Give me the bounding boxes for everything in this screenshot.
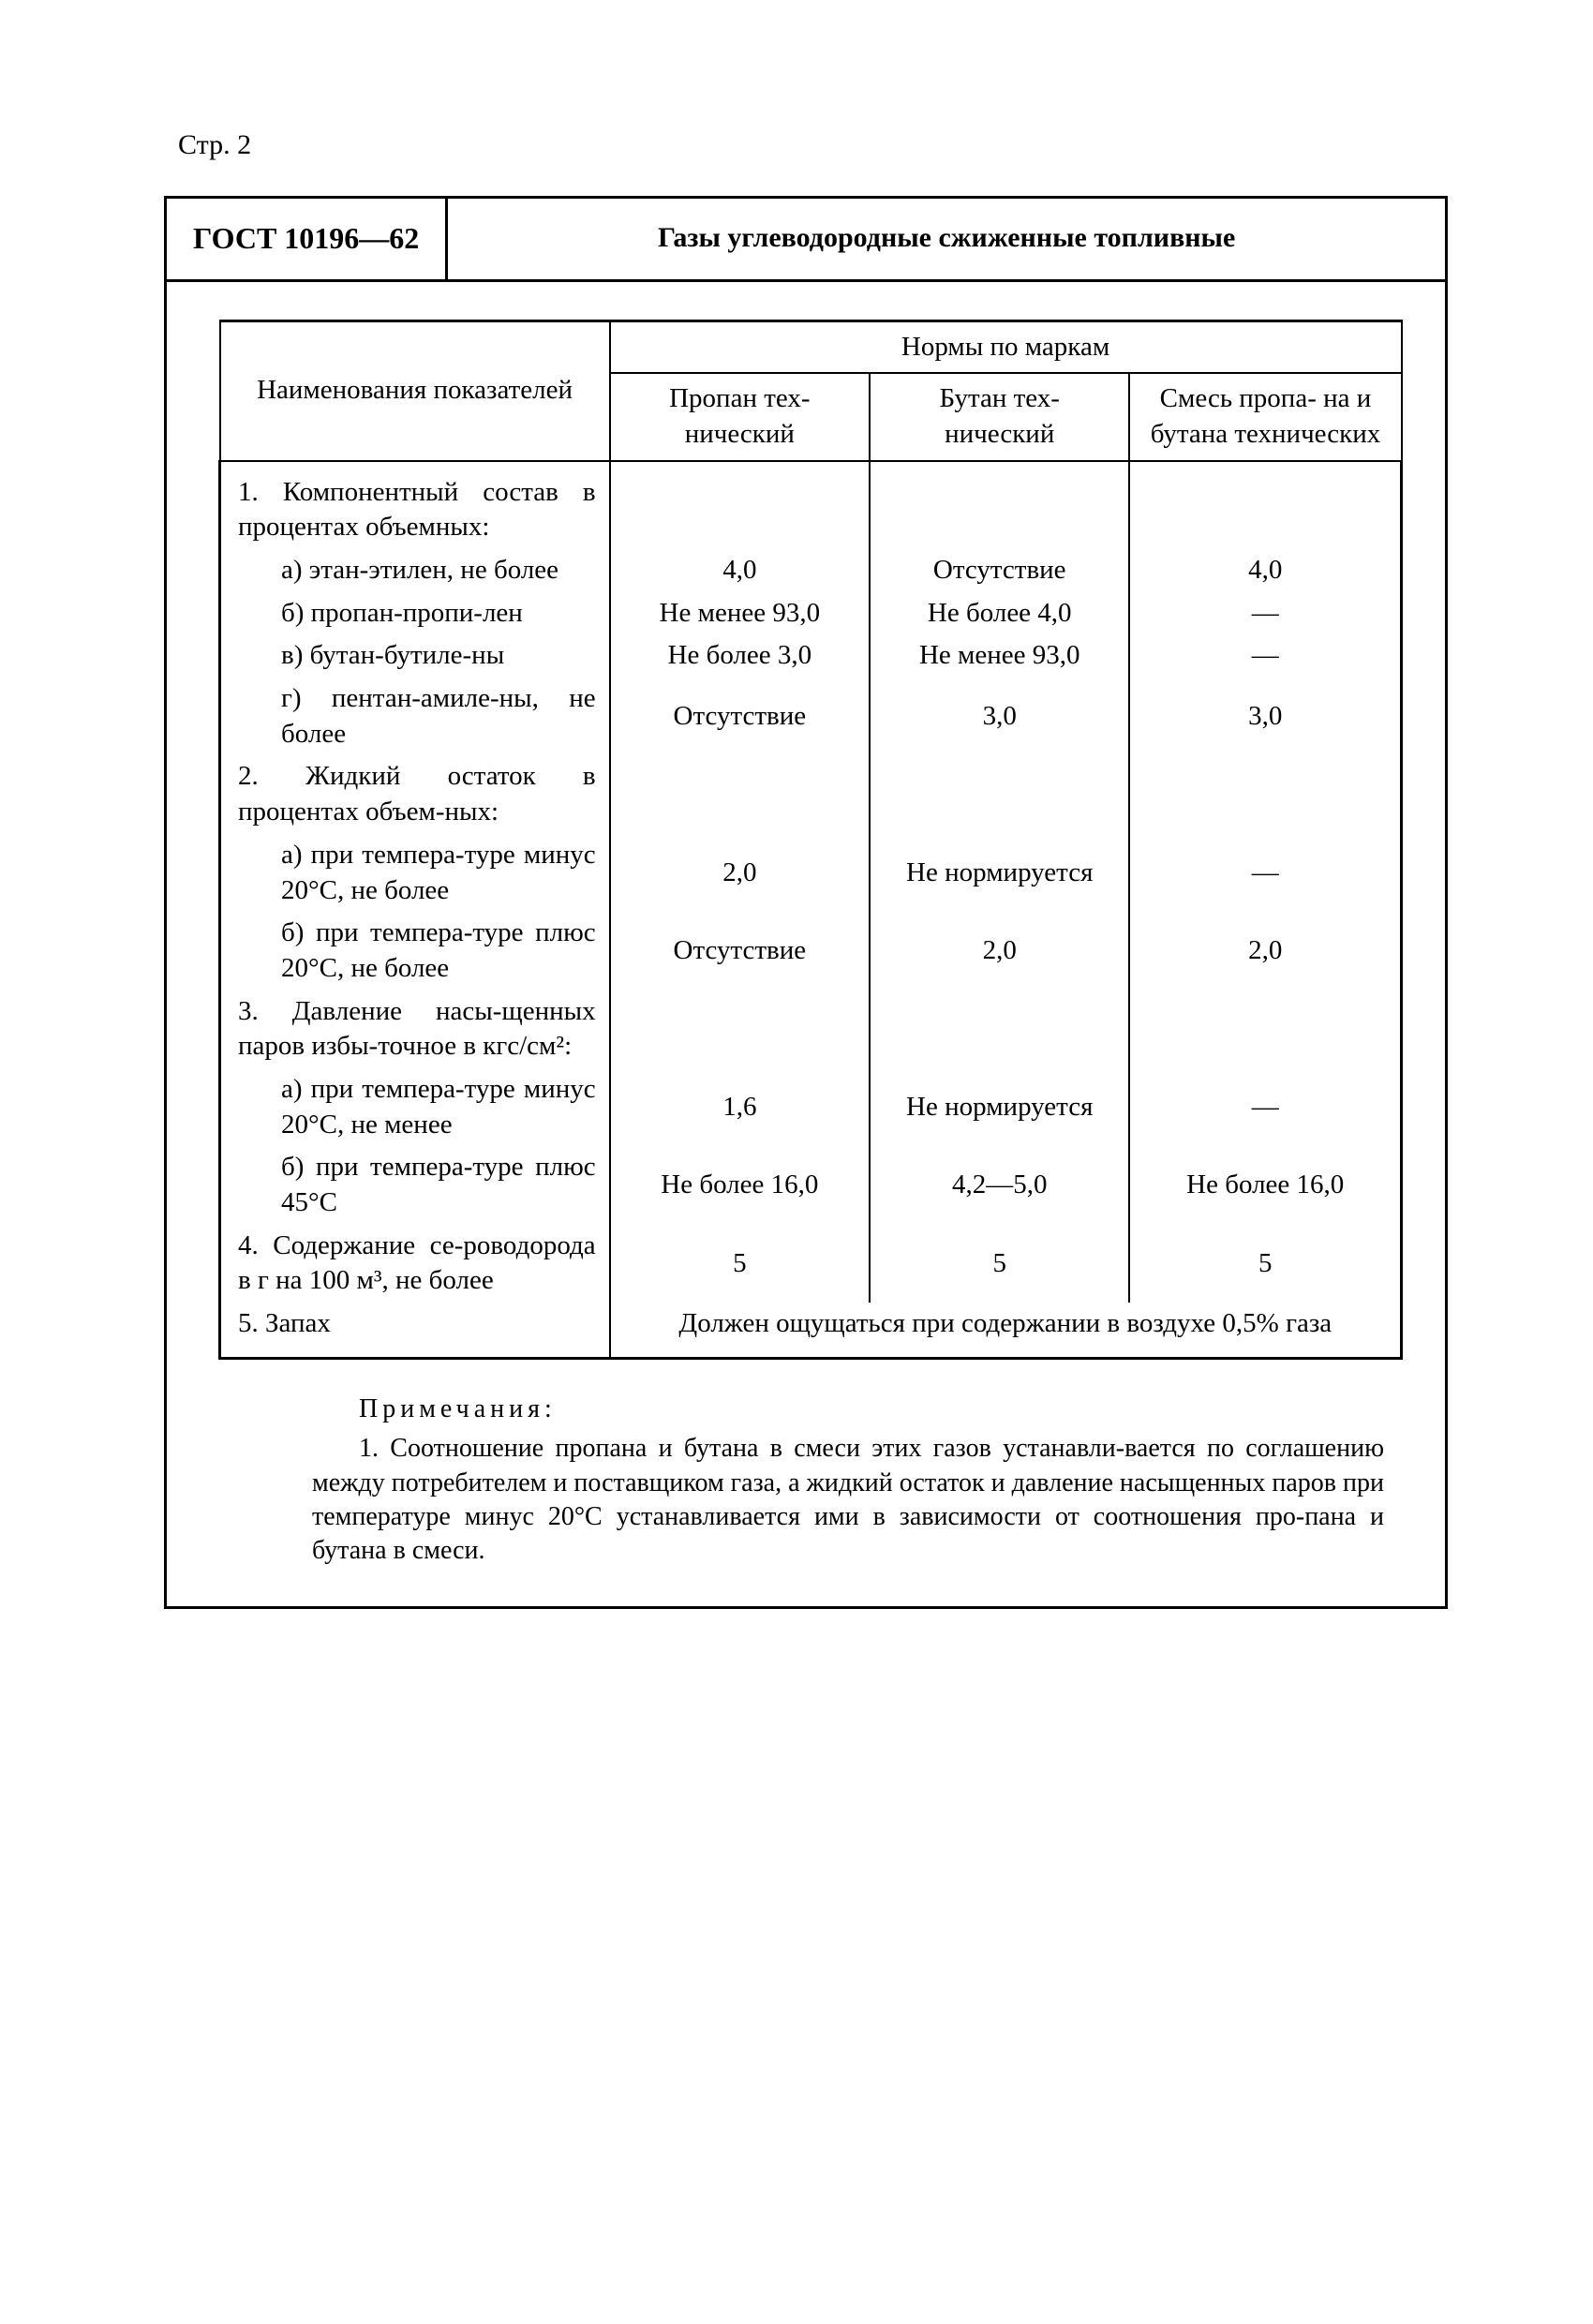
table-row: б) пропан-пропи-ленНе менее 93,0Не более… [220,592,1402,635]
table-row: а) этан-этилен, не более4,0Отсутствие4,0 [220,549,1402,592]
table-row: а) при темпера-туре минус 20°C, не менее… [220,1068,1402,1146]
col-header-param: Наименования показателей [220,320,610,461]
col-header-0: Пропан тех- нический [610,373,870,460]
notes-block: Примечания: 1. Соотношение пропана и бут… [218,1393,1403,1569]
gost-number: ГОСТ 10196—62 [167,199,448,279]
table-row: в) бутан-бутиле-ныНе более 3,0Не менее 9… [220,634,1402,678]
table-row: 1. Компонентный состав в процентах объем… [220,461,1402,549]
table-row: а) при темпера-туре минус 20°C, не более… [220,834,1402,912]
table-row: 3. Давление насы-щенных паров избы-точно… [220,991,1402,1068]
doc-title: Газы углеводородные сжиженные топливные [448,199,1445,279]
table-row: г) пентан-амиле-ны, не болееОтсутствие3,… [220,678,1402,755]
span-cell: Должен ощущаться при содержании в воздух… [610,1303,1402,1358]
notes-title: Примечания: [359,1394,557,1423]
col-header-1: Бутан тех- нический [870,373,1129,460]
table-body: 1. Компонентный состав в процентах объем… [220,461,1402,1359]
table-row: 5. Запах Должен ощущаться при содержании… [220,1303,1402,1358]
document-frame: ГОСТ 10196—62 Газы углеводородные сжижен… [164,196,1448,1609]
table-row: б) при темпера-туре плюс 45°CНе более 16… [220,1146,1402,1224]
body: Наименования показателей Нормы по маркам… [167,282,1445,1606]
table-row: 4. Содержание се-роводорода в г на 100 м… [220,1225,1402,1303]
table-row: 2. Жидкий остаток в процентах объем-ных: [220,755,1402,833]
col-header-group: Нормы по маркам [610,320,1402,373]
table-row: б) при темпера-туре плюс 20°C, не болееО… [220,912,1402,990]
header-band: ГОСТ 10196—62 Газы углеводородные сжижен… [167,199,1445,282]
col-header-2: Смесь пропа- на и бутана технических [1129,373,1401,460]
note-item: 1. Соотношение пропана и бутана в смеси … [312,1432,1384,1569]
spec-table: Наименования показателей Нормы по маркам… [218,320,1403,1360]
page-number: Стр. 2 [178,127,1448,163]
